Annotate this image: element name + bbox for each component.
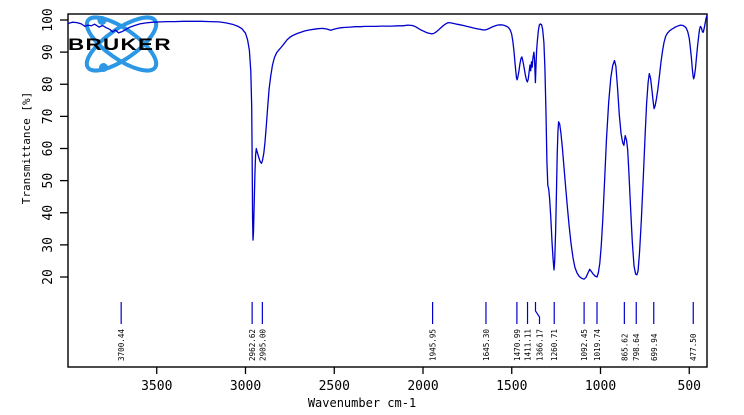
peak-wavenumber-label: 2905.00 [258, 329, 267, 361]
peak-wavenumber-label: 2962.62 [248, 329, 257, 361]
plot-frame [67, 13, 708, 368]
peak-wavenumber-label: 1366.17 [536, 329, 545, 361]
peak-wavenumber-label: 1019.74 [593, 329, 602, 361]
y-tick-label: 40 [41, 205, 56, 221]
y-tick-label: 60 [41, 141, 56, 157]
electron-dot-bottom [99, 63, 108, 72]
x-axis-title: Wavenumber cm-1 [308, 396, 416, 410]
peak-wavenumber-label: 699.94 [650, 333, 659, 361]
y-tick-label: 30 [41, 237, 56, 253]
x-tick-label: 1500 [496, 379, 527, 394]
peak-wavenumber-label: 3700.44 [117, 329, 126, 361]
y-tick-label: 80 [41, 76, 56, 92]
x-tick-label: 3500 [141, 379, 172, 394]
y-axis-title: Transmittance [%] [20, 92, 33, 205]
x-axis-ticks: 3500 3000 2500 2000 1500 1000 500 [141, 367, 701, 394]
x-tick-label: 1000 [585, 379, 616, 394]
atom-ellipse-right-tilt [84, 15, 159, 73]
electron-dot-top [97, 16, 107, 25]
peak-markers-group: 3700.44 2962.62 2905.00 1945.95 1645.30 1470.… [117, 302, 698, 361]
bruker-wordmark: BRUKER [68, 35, 172, 54]
y-tick-label: 90 [41, 44, 56, 60]
peak-wavenumber-label: 1092.45 [580, 329, 589, 361]
y-axis-ticks: 100 90 80 70 60 50 40 30 20 [41, 8, 68, 285]
x-tick-label: 500 [678, 379, 701, 394]
y-tick-label: 20 [41, 269, 56, 285]
peak-wavenumber-label: 798.64 [632, 333, 641, 361]
peak-wavenumber-label: 1260.71 [550, 329, 559, 361]
spectrum-curve-group [67, 14, 708, 280]
y-tick-label: 70 [41, 109, 56, 125]
x-tick-label: 3000 [230, 379, 261, 394]
peak-wavenumber-label: 1645.30 [482, 329, 491, 361]
peak-wavenumber-label: 865.62 [620, 334, 629, 361]
peak-wavenumber-label: 1470.99 [513, 329, 522, 361]
peak-marker-line [534, 302, 541, 324]
x-tick-label: 2000 [407, 379, 438, 394]
peak-wavenumber-label: 477.50 [689, 333, 698, 361]
x-tick-label: 2500 [319, 379, 350, 394]
peak-wavenumber-label: 1945.95 [429, 329, 438, 361]
peak-wavenumber-label: 1411.11 [524, 329, 533, 361]
y-tick-label: 50 [41, 173, 56, 189]
spectrum-curve [67, 14, 708, 280]
y-tick-label: 100 [41, 8, 56, 31]
